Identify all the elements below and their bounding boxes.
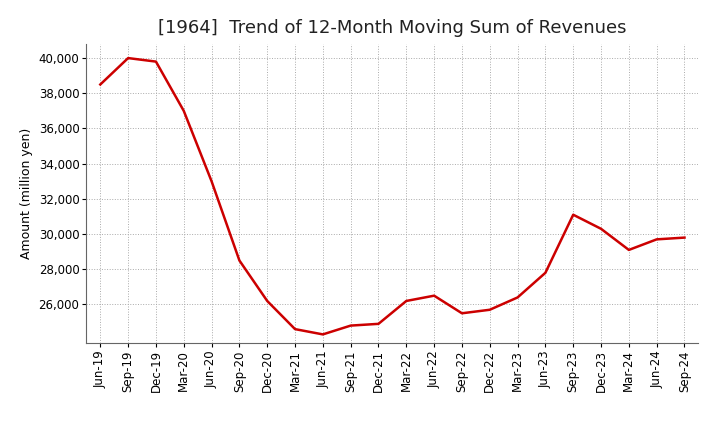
Y-axis label: Amount (million yen): Amount (million yen) [20,128,33,259]
Title: [1964]  Trend of 12-Month Moving Sum of Revenues: [1964] Trend of 12-Month Moving Sum of R… [158,19,626,37]
